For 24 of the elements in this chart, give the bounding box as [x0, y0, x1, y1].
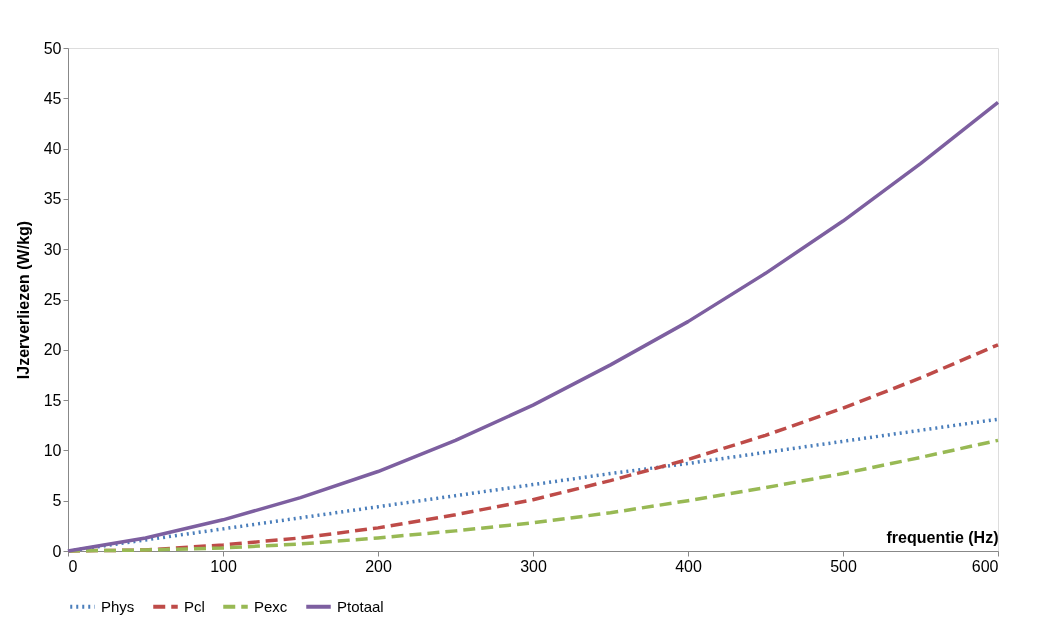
y-axis-title: IJzerverliezen (W/kg): [14, 220, 32, 380]
legend-label: Pcl: [184, 597, 205, 615]
legend-label: Ptotaal: [337, 597, 384, 615]
y-tick-label: 25: [43, 291, 62, 308]
y-tick-label: 5: [52, 492, 62, 510]
y-tick-label: 30: [43, 240, 62, 258]
legend-label: Phys: [101, 597, 135, 615]
x-tick-label: 300: [520, 557, 547, 575]
y-tick-label: 0: [52, 542, 62, 560]
y-tick-label: 15: [43, 391, 62, 409]
x-axis-title: frequentie (Hz): [886, 528, 999, 546]
x-tick-label: 200: [365, 557, 392, 575]
y-tick-label: 40: [43, 140, 62, 158]
x-tick-label: 0: [68, 557, 78, 575]
legend-label: Pexc: [254, 597, 288, 615]
x-tick-label: 500: [830, 557, 857, 575]
x-tick-label: 400: [675, 557, 702, 575]
y-tick-label: 35: [43, 190, 62, 208]
y-tick-label: 20: [43, 341, 62, 359]
y-tick-label: 50: [43, 39, 62, 57]
y-tick-label: 45: [43, 89, 62, 107]
x-tick-label: 100: [210, 557, 237, 575]
x-tick-label: 600: [971, 557, 999, 575]
y-tick-label: 10: [43, 441, 62, 459]
